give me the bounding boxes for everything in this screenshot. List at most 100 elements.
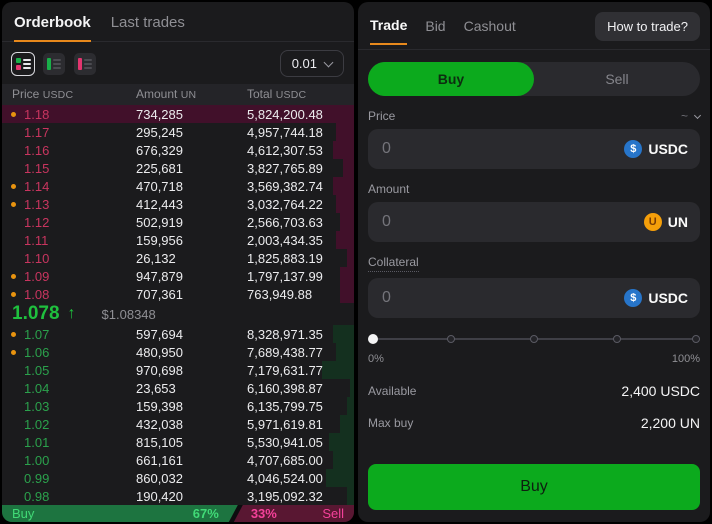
bid-row[interactable]: 0.99 860,032 4,046,524.00	[2, 469, 354, 487]
chevron-down-icon	[693, 111, 702, 119]
mid-price-row[interactable]: 1.078 ↑ $1.08348	[2, 303, 354, 325]
depth-bar	[339, 213, 354, 231]
amount-label: Amount	[368, 182, 410, 196]
slider-stop-50[interactable]	[530, 335, 538, 343]
ask-amount: 412,443	[136, 196, 183, 212]
ask-row[interactable]: 1.14 470,718 3,569,382.74	[2, 177, 354, 195]
orderbook-controls: 0.01	[2, 42, 354, 84]
tab-orderbook[interactable]: Orderbook	[14, 14, 91, 42]
bid-row[interactable]: 1.02 432,038 5,971,619.81	[2, 415, 354, 433]
ask-row[interactable]: 1.10 26,132 1,825,883.19	[2, 249, 354, 267]
ask-row[interactable]: 1.09 947,879 1,797,137.99	[2, 267, 354, 285]
bid-row[interactable]: 1.06 480,950 7,689,438.77	[2, 343, 354, 361]
price-field-group: Price ~ $ USDC	[368, 109, 702, 169]
bid-price: 1.01	[24, 434, 50, 450]
collateral-input[interactable]	[380, 288, 625, 308]
bid-price: 0.99	[24, 470, 50, 486]
bid-price: 0.98	[24, 488, 50, 504]
bid-total: 4,707,685.00	[247, 452, 323, 468]
bid-row[interactable]: 1.01 815,105 5,530,941.05	[2, 433, 354, 451]
tab-cashout[interactable]: Cashout	[463, 17, 516, 34]
amount-input[interactable]	[380, 212, 644, 232]
ask-price: 1.13	[24, 196, 50, 212]
bid-total: 8,328,971.35	[247, 326, 323, 342]
tick-size-dropdown[interactable]: 0.01	[279, 50, 344, 77]
ask-price: 1.08	[24, 286, 50, 302]
slider-stop-100[interactable]	[692, 335, 700, 343]
sell-toggle[interactable]: Sell	[605, 71, 629, 87]
bid-row[interactable]: 1.04 23,653 6,160,398.87	[2, 379, 354, 397]
depth-bar	[336, 343, 354, 361]
tab-trade[interactable]: Trade	[370, 17, 408, 45]
max-buy-value: 2,200 UN	[640, 415, 700, 431]
slider-max-label: 100%	[671, 353, 700, 365]
amount-currency-chip: U UN	[643, 213, 688, 231]
bid-total: 6,160,398.87	[247, 380, 323, 396]
ask-amount: 470,718	[136, 178, 183, 194]
ask-row[interactable]: 1.13 412,443 3,032,764.22	[2, 195, 354, 213]
ask-total: 3,569,382.74	[247, 178, 323, 194]
depth-bar	[336, 231, 354, 249]
depth-bar	[332, 451, 354, 469]
ask-row[interactable]: 1.11 159,956 2,003,434.35	[2, 231, 354, 249]
book-both-sides-icon[interactable]	[11, 51, 35, 76]
orderbook-tabbar: Orderbook Last trades	[2, 2, 354, 42]
depth-bar	[339, 267, 354, 285]
tab-last-trades[interactable]: Last trades	[110, 14, 185, 31]
ask-total: 1,825,883.19	[247, 250, 323, 266]
sentiment-sell-label: Sell	[322, 506, 344, 521]
buy-toggle[interactable]: Buy	[368, 62, 534, 96]
column-total: Total USDC	[247, 87, 307, 101]
slider-min-label: 0%	[368, 353, 384, 365]
bid-row[interactable]: 1.03 159,398 6,135,799.75	[2, 397, 354, 415]
tab-bid[interactable]: Bid	[425, 17, 446, 34]
slider-stop-75[interactable]	[613, 335, 621, 343]
bid-price: 1.02	[24, 416, 50, 432]
slider-thumb[interactable]	[368, 334, 378, 344]
ask-row[interactable]: 1.16 676,329 4,612,307.53	[2, 141, 354, 159]
available-value: 2,400 USDC	[621, 383, 700, 399]
size-slider[interactable]	[368, 333, 700, 345]
ask-row[interactable]: 1.18 734,285 5,824,200.48	[2, 105, 354, 123]
ask-row[interactable]: 1.12 502,919 2,566,703.63	[2, 213, 354, 231]
bid-row[interactable]: 1.07 597,694 8,328,971.35	[2, 325, 354, 343]
ask-row[interactable]: 1.08 707,361 763,949.88	[2, 285, 354, 303]
ask-row[interactable]: 1.15 225,681 3,827,765.89	[2, 159, 354, 177]
price-input-box: $ USDC	[368, 129, 700, 169]
bid-row[interactable]: 1.05 970,698 7,179,631.77	[2, 361, 354, 379]
ask-total: 763,949.88	[247, 286, 313, 302]
ask-total: 1,797,137.99	[247, 268, 323, 284]
collateral-label: Collateral	[368, 255, 419, 272]
bid-amount: 190,420	[136, 488, 183, 504]
depth-bar	[322, 361, 354, 379]
book-bids-only-icon[interactable]	[43, 52, 65, 75]
slider-stop-25[interactable]	[447, 335, 455, 343]
ask-amount: 502,919	[136, 214, 183, 230]
ask-price: 1.15	[24, 160, 50, 176]
ask-price: 1.16	[24, 142, 50, 158]
depth-bar	[339, 415, 354, 433]
column-amount: Amount UN	[136, 87, 197, 101]
bid-amount: 661,161	[136, 452, 183, 468]
sentiment-bar: Buy 67% 33% Sell	[2, 505, 354, 522]
bid-amount: 432,038	[136, 416, 183, 432]
balance-summary: Available 2,400 USDC Max buy 2,200 UN	[368, 383, 700, 447]
book-asks-only-icon[interactable]	[74, 52, 96, 75]
submit-buy-button[interactable]: Buy	[368, 464, 700, 510]
ask-total: 3,827,765.89	[247, 160, 323, 176]
amount-currency-label: UN	[667, 214, 688, 230]
price-mode-control[interactable]: ~	[681, 109, 702, 123]
bid-amount: 597,694	[136, 326, 183, 342]
bid-amount: 815,105	[136, 434, 183, 450]
sentiment-buy-pct: 67%	[192, 506, 219, 521]
price-currency-label: USDC	[648, 141, 688, 157]
mid-price-usd: $1.08348	[101, 306, 156, 322]
ask-amount: 734,285	[136, 106, 183, 122]
price-input[interactable]	[380, 139, 625, 159]
bid-row[interactable]: 0.98 190,420 3,195,092.32	[2, 487, 354, 505]
how-to-trade-button[interactable]: How to trade?	[595, 12, 700, 41]
ask-row[interactable]: 1.17 295,245 4,957,744.18	[2, 123, 354, 141]
open-order-dot	[11, 202, 16, 207]
bid-row[interactable]: 1.00 661,161 4,707,685.00	[2, 451, 354, 469]
